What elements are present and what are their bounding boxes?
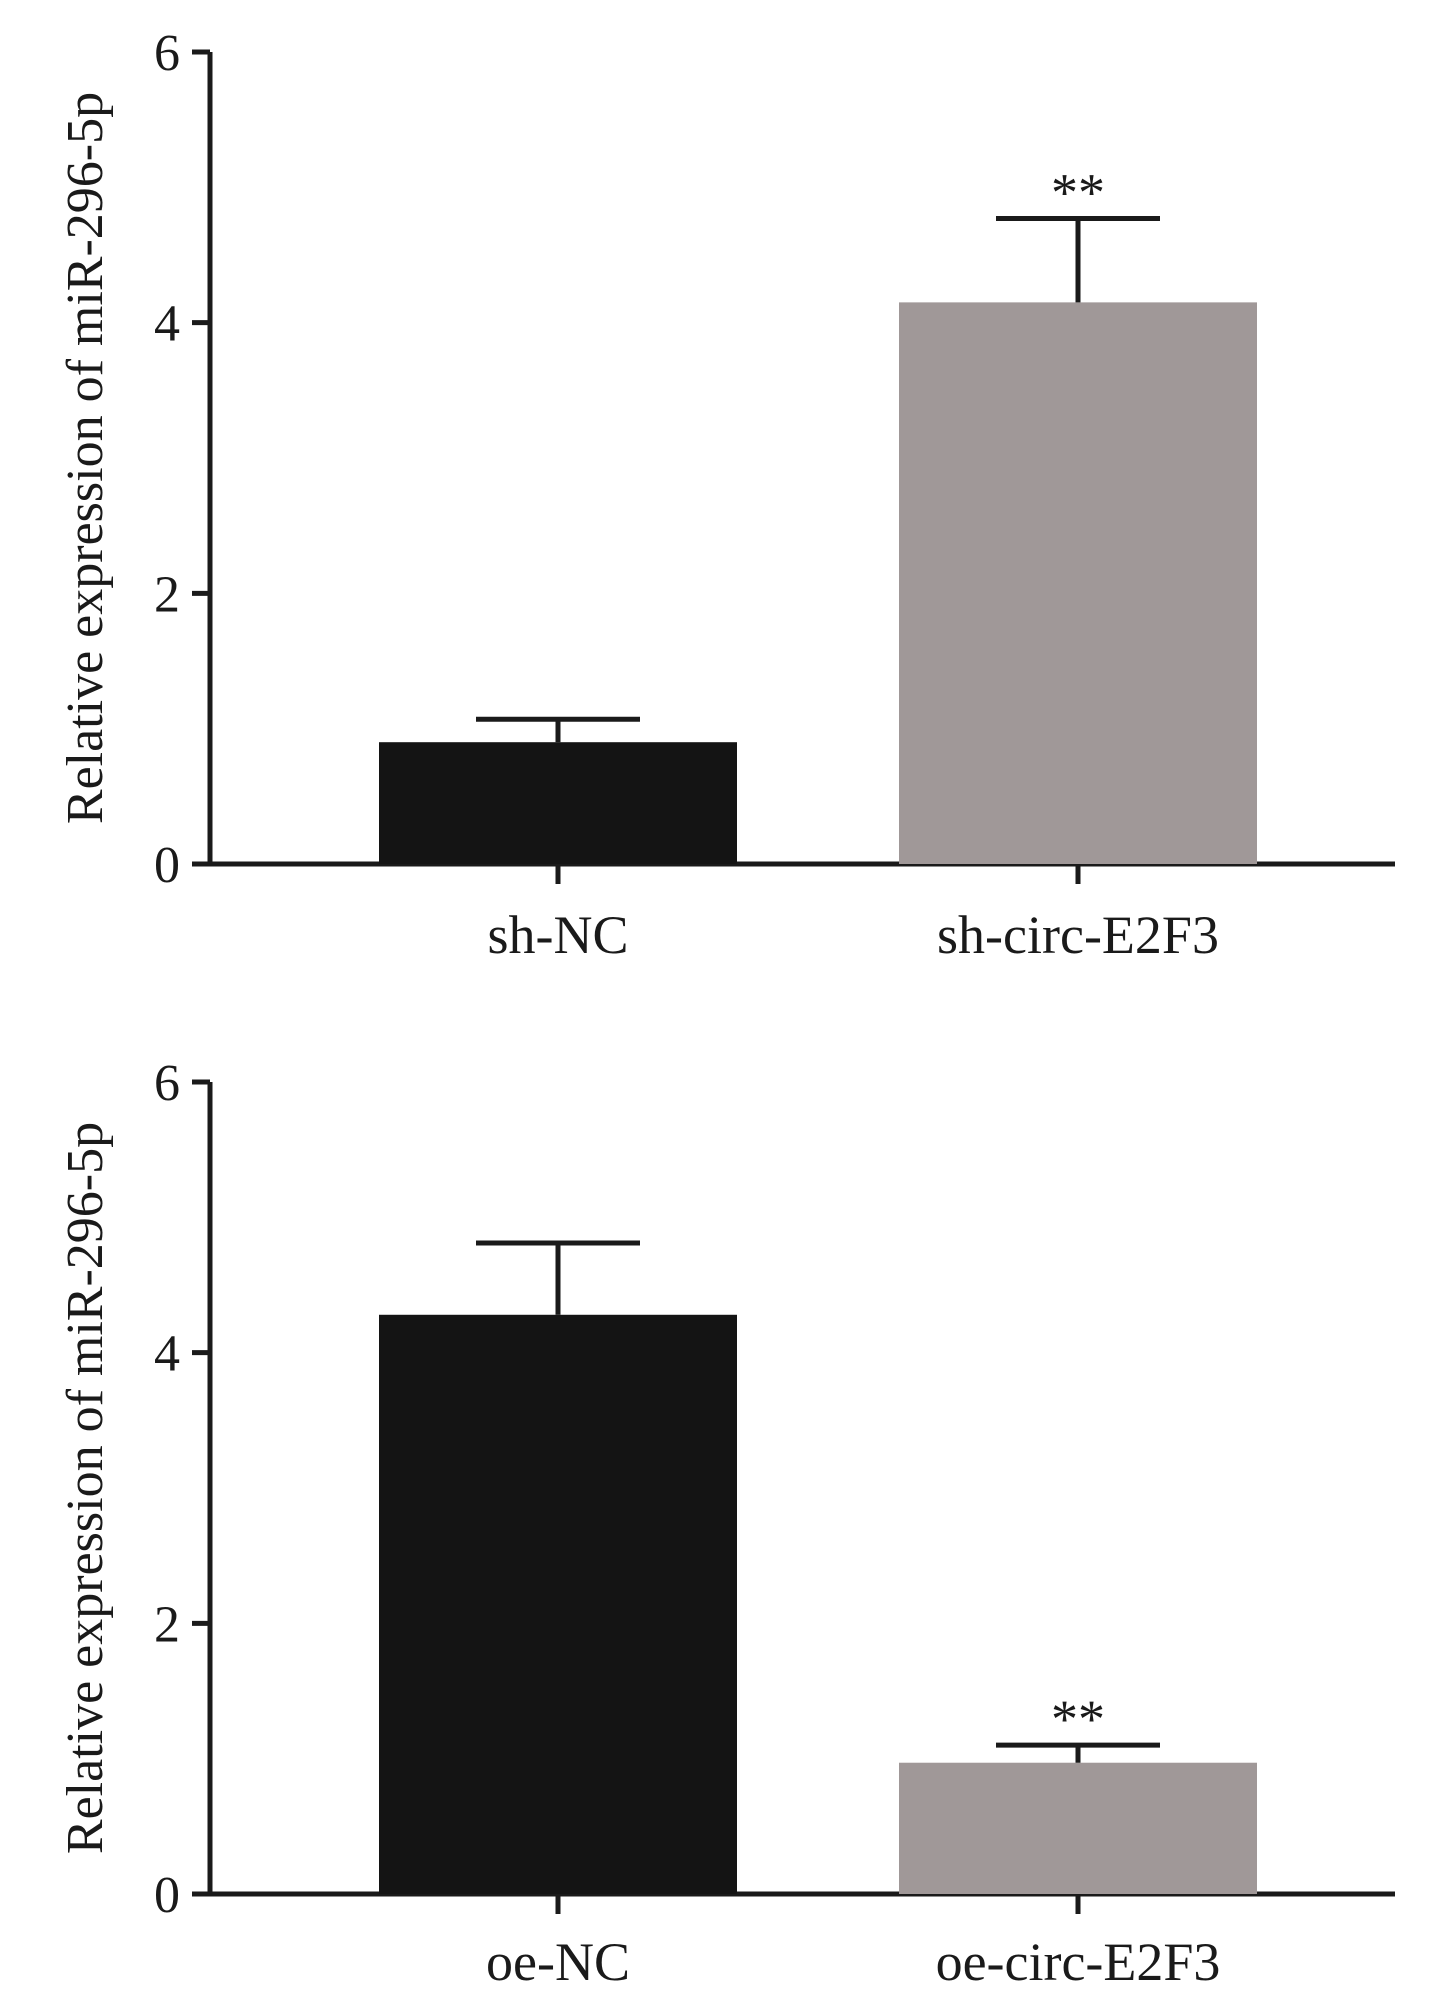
category-label: oe-NC — [486, 1932, 630, 1992]
y-tick-label: 6 — [154, 1055, 180, 1112]
significance-marker: ** — [1051, 162, 1105, 222]
category-label: sh-circ-E2F3 — [937, 905, 1219, 965]
y-axis-label: Relative expression of miR-296-5p — [57, 92, 114, 824]
top-panel-chart: 0 2 4 6 Relative expression of miR-296-5p sh-… — [57, 25, 1395, 965]
bar-sh-circ-E2F3 — [899, 302, 1257, 864]
y-axis-label: Relative expression of miR-296-5p — [57, 1122, 114, 1854]
y-tick-label: 4 — [154, 296, 180, 353]
category-label: oe-circ-E2F3 — [936, 1932, 1221, 1992]
y-tick-label: 0 — [154, 837, 180, 894]
category-label: sh-NC — [487, 905, 628, 965]
significance-marker: ** — [1051, 1689, 1105, 1749]
y-tick-label: 0 — [154, 1867, 180, 1924]
y-tick-label: 6 — [154, 25, 180, 82]
bottom-panel-chart: 0 2 4 6 Relative expression of miR-296-5p oe-… — [57, 1055, 1395, 1992]
y-tick-label: 2 — [154, 566, 180, 623]
bar-sh-NC — [379, 742, 737, 864]
y-tick-label: 4 — [154, 1326, 180, 1383]
bar-oe-NC — [379, 1314, 737, 1894]
bar-oe-circ-E2F3 — [899, 1762, 1257, 1894]
y-tick-label: 2 — [154, 1596, 180, 1653]
